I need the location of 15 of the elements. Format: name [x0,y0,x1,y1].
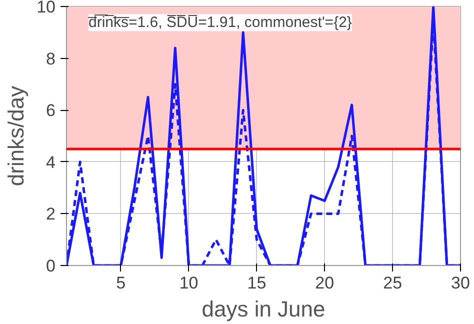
y-tick-label: 0 [46,256,56,276]
y-tick-label: 6 [46,101,56,120]
x-tick-label: 10 [179,274,198,292]
x-tick-label: 20 [315,274,334,292]
x-tick-label: 25 [383,274,402,292]
y-tick-label: 4 [46,152,56,172]
x-tick-label: 30 [451,274,470,292]
y-tick-label: 8 [46,49,56,68]
y-tick-label: 10 [36,0,56,16]
y-tick-label: 2 [46,204,56,224]
x-tick-label: 15 [247,274,266,292]
annotation: d̅r̅i̅n̅k̅s̅=1.6, S̅D̅U̅=1.91, commonest'={2} [87,14,352,32]
x-tick-label: 5 [116,274,126,292]
x-axis-title: days in June [202,296,326,322]
y-axis-title: drinks/day [4,86,29,186]
